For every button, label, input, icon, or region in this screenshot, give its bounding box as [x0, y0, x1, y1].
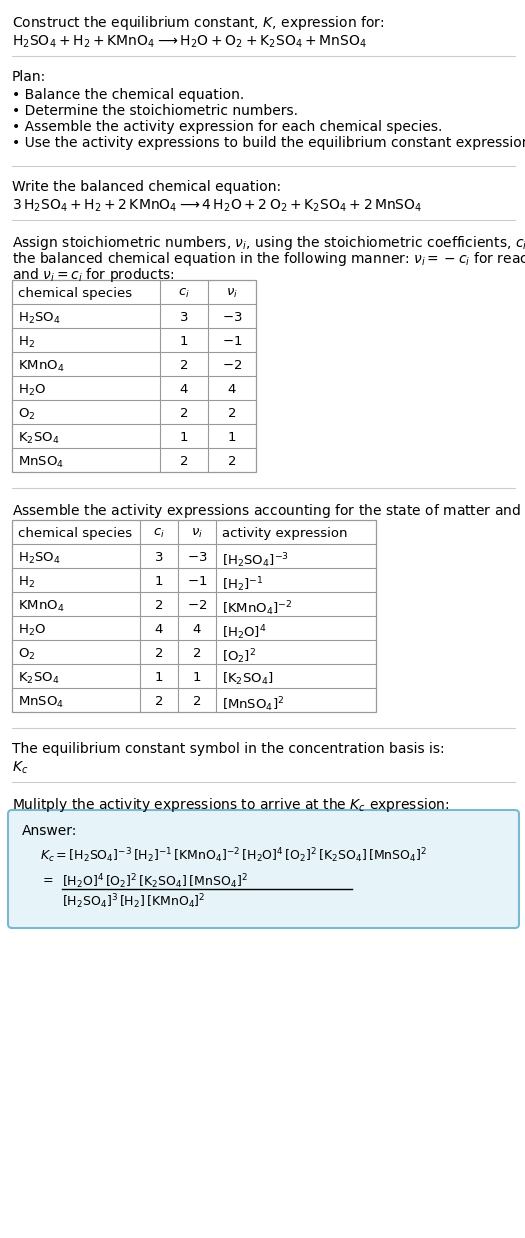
- Text: $[\mathrm{H_2SO_4}]^{-3}$: $[\mathrm{H_2SO_4}]^{-3}$: [222, 551, 289, 569]
- Text: $[\mathrm{H_2O}]^4\,[\mathrm{O_2}]^2\,[\mathrm{K_2SO_4}]\,[\mathrm{MnSO_4}]^2$: $[\mathrm{H_2O}]^4\,[\mathrm{O_2}]^2\,[\…: [62, 872, 248, 890]
- Text: $-2$: $-2$: [187, 599, 207, 612]
- Text: $\mathrm{H_2O}$: $\mathrm{H_2O}$: [18, 383, 46, 399]
- Text: $\nu_i$: $\nu_i$: [191, 527, 203, 540]
- Text: $\mathrm{K_2SO_4}$: $\mathrm{K_2SO_4}$: [18, 671, 59, 686]
- Text: 1: 1: [180, 431, 188, 444]
- Text: Mulitply the activity expressions to arrive at the $K_c$ expression:: Mulitply the activity expressions to arr…: [12, 796, 449, 815]
- Text: chemical species: chemical species: [18, 287, 132, 300]
- Text: Assign stoichiometric numbers, $\nu_i$, using the stoichiometric coefficients, $: Assign stoichiometric numbers, $\nu_i$, …: [12, 234, 525, 253]
- Text: $\mathrm{O_2}$: $\mathrm{O_2}$: [18, 407, 36, 422]
- Text: 2: 2: [180, 359, 188, 371]
- Text: 3: 3: [180, 311, 188, 324]
- Text: 2: 2: [180, 407, 188, 420]
- Text: $[\mathrm{H_2O}]^{4}$: $[\mathrm{H_2O}]^{4}$: [222, 623, 267, 641]
- Text: $\mathrm{MnSO_4}$: $\mathrm{MnSO_4}$: [18, 695, 64, 711]
- Text: $\nu_i$: $\nu_i$: [226, 287, 238, 300]
- Text: $\mathrm{H_2SO_4 + H_2 + KMnO_4 \longrightarrow H_2O + O_2 + K_2SO_4 + MnSO_4}$: $\mathrm{H_2SO_4 + H_2 + KMnO_4 \longrig…: [12, 33, 367, 51]
- Text: $\mathrm{K_2SO_4}$: $\mathrm{K_2SO_4}$: [18, 431, 59, 446]
- Text: • Assemble the activity expression for each chemical species.: • Assemble the activity expression for e…: [12, 120, 443, 134]
- Text: the balanced chemical equation in the following manner: $\nu_i = -c_i$ for react: the balanced chemical equation in the fo…: [12, 250, 525, 267]
- Text: $c_i$: $c_i$: [178, 287, 190, 300]
- Bar: [12, 520, 376, 712]
- Text: 2: 2: [228, 407, 236, 420]
- Text: $\mathrm{O_2}$: $\mathrm{O_2}$: [18, 647, 36, 662]
- Text: 2: 2: [155, 695, 163, 708]
- Text: • Balance the chemical equation.: • Balance the chemical equation.: [12, 88, 244, 102]
- Text: 2: 2: [155, 599, 163, 612]
- Text: • Determine the stoichiometric numbers.: • Determine the stoichiometric numbers.: [12, 104, 298, 118]
- Text: 4: 4: [228, 383, 236, 396]
- Text: 2: 2: [228, 456, 236, 468]
- Text: chemical species: chemical species: [18, 527, 132, 540]
- Text: Answer:: Answer:: [22, 825, 77, 838]
- Text: 4: 4: [193, 623, 201, 636]
- Text: $[\mathrm{H_2SO_4}]^3\,[\mathrm{H_2}]\,[\mathrm{KMnO_4}]^2$: $[\mathrm{H_2SO_4}]^3\,[\mathrm{H_2}]\,[…: [62, 893, 206, 911]
- Text: Plan:: Plan:: [12, 71, 46, 84]
- Text: $-1$: $-1$: [187, 574, 207, 588]
- Text: The equilibrium constant symbol in the concentration basis is:: The equilibrium constant symbol in the c…: [12, 742, 445, 756]
- Text: 1: 1: [228, 431, 236, 444]
- Text: $\mathrm{KMnO_4}$: $\mathrm{KMnO_4}$: [18, 599, 65, 614]
- Text: $\mathrm{H_2SO_4}$: $\mathrm{H_2SO_4}$: [18, 551, 61, 566]
- FancyBboxPatch shape: [8, 810, 519, 928]
- Text: $-1$: $-1$: [222, 335, 242, 348]
- Text: 2: 2: [193, 647, 201, 660]
- Bar: [12, 280, 256, 472]
- Text: $\mathrm{H_2SO_4}$: $\mathrm{H_2SO_4}$: [18, 311, 61, 326]
- Text: 2: 2: [155, 647, 163, 660]
- Text: $\mathrm{H_2}$: $\mathrm{H_2}$: [18, 574, 35, 591]
- Text: $[\mathrm{KMnO_4}]^{-2}$: $[\mathrm{KMnO_4}]^{-2}$: [222, 599, 292, 618]
- Text: 1: 1: [155, 574, 163, 588]
- Text: 4: 4: [155, 623, 163, 636]
- Text: • Use the activity expressions to build the equilibrium constant expression.: • Use the activity expressions to build …: [12, 136, 525, 150]
- Text: activity expression: activity expression: [222, 527, 348, 540]
- Text: 2: 2: [180, 456, 188, 468]
- Text: 1: 1: [155, 671, 163, 685]
- Text: $-3$: $-3$: [187, 551, 207, 565]
- Text: 1: 1: [180, 335, 188, 348]
- Text: Construct the equilibrium constant, $K$, expression for:: Construct the equilibrium constant, $K$,…: [12, 14, 384, 32]
- Text: Assemble the activity expressions accounting for the state of matter and $\nu_i$: Assemble the activity expressions accoun…: [12, 501, 525, 520]
- Text: $\mathrm{KMnO_4}$: $\mathrm{KMnO_4}$: [18, 359, 65, 374]
- Text: $\mathrm{MnSO_4}$: $\mathrm{MnSO_4}$: [18, 456, 64, 470]
- Text: $[\mathrm{K_2SO_4}]$: $[\mathrm{K_2SO_4}]$: [222, 671, 274, 687]
- Text: $c_i$: $c_i$: [153, 527, 165, 540]
- Text: $-2$: $-2$: [222, 359, 242, 371]
- Text: $K_c = [\mathrm{H_2SO_4}]^{-3}\,[\mathrm{H_2}]^{-1}\,[\mathrm{KMnO_4}]^{-2}\,[\m: $K_c = [\mathrm{H_2SO_4}]^{-3}\,[\mathrm…: [40, 846, 427, 864]
- Text: $K_c$: $K_c$: [12, 760, 28, 776]
- Text: $\mathrm{H_2O}$: $\mathrm{H_2O}$: [18, 623, 46, 638]
- Text: 1: 1: [193, 671, 201, 685]
- Text: 3: 3: [155, 551, 163, 565]
- Text: $[\mathrm{H_2}]^{-1}$: $[\mathrm{H_2}]^{-1}$: [222, 574, 264, 594]
- Text: 2: 2: [193, 695, 201, 708]
- Text: 4: 4: [180, 383, 188, 396]
- Text: and $\nu_i = c_i$ for products:: and $\nu_i = c_i$ for products:: [12, 266, 175, 284]
- Text: $=$: $=$: [40, 872, 54, 885]
- Text: $\mathrm{H_2}$: $\mathrm{H_2}$: [18, 335, 35, 350]
- Text: $[\mathrm{O_2}]^{2}$: $[\mathrm{O_2}]^{2}$: [222, 647, 256, 666]
- Text: $-3$: $-3$: [222, 311, 242, 324]
- Text: Write the balanced chemical equation:: Write the balanced chemical equation:: [12, 180, 281, 194]
- Text: $[\mathrm{MnSO_4}]^{2}$: $[\mathrm{MnSO_4}]^{2}$: [222, 695, 285, 713]
- Text: $3\,\mathrm{H_2SO_4 + H_2 + 2\,KMnO_4 \longrightarrow 4\,H_2O + 2\,O_2 + K_2SO_4: $3\,\mathrm{H_2SO_4 + H_2 + 2\,KMnO_4 \l…: [12, 198, 422, 214]
